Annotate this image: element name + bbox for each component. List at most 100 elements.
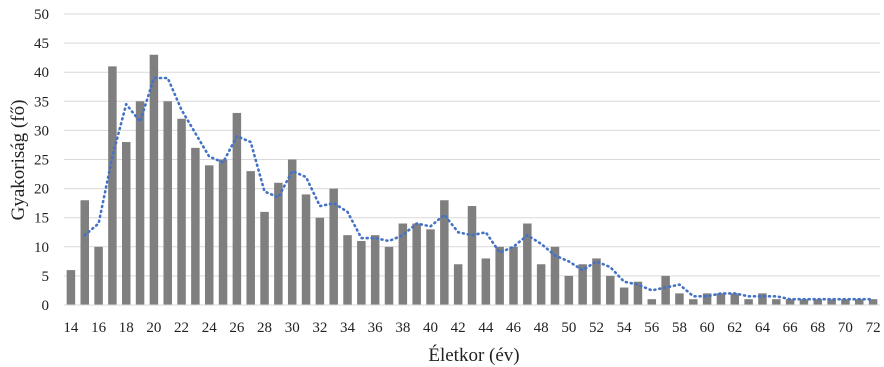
bar (702, 293, 712, 305)
y-tick-labels: 0 5 10 15 20 25 30 35 40 45 50 (34, 7, 49, 314)
x-tick-label: 60 (700, 320, 715, 336)
bar (412, 223, 421, 305)
x-tick-label: 70 (838, 320, 853, 336)
bar (606, 275, 615, 305)
bar (813, 299, 823, 305)
x-tick-label: 32 (312, 320, 327, 336)
y-axis-title: Gyakoriság (fő) (8, 100, 29, 221)
bar (855, 299, 864, 305)
y-tick-label: 20 (34, 182, 49, 198)
bar (80, 200, 89, 305)
x-tick-label: 20 (146, 320, 161, 336)
bar (357, 240, 366, 305)
bar (661, 275, 670, 305)
x-tick-label: 66 (783, 320, 799, 336)
x-tick-label: 44 (478, 320, 494, 336)
bar (536, 264, 546, 305)
x-tick-label: 62 (727, 320, 742, 336)
x-tick-label: 56 (644, 320, 660, 336)
x-tick-label: 38 (395, 320, 410, 336)
bar (274, 182, 283, 305)
bar (689, 299, 698, 305)
bar (94, 246, 103, 305)
bar (675, 293, 684, 305)
bar (619, 287, 629, 305)
y-tick-label: 5 (42, 269, 50, 285)
bar (744, 299, 753, 305)
bar (246, 171, 255, 305)
y-tick-label: 25 (34, 153, 49, 169)
x-tick-label: 34 (340, 320, 356, 336)
bar (868, 299, 878, 305)
x-tick-label: 16 (91, 320, 107, 336)
x-tick-label: 48 (534, 320, 549, 336)
x-tick-label: 58 (672, 320, 687, 336)
bar (177, 118, 186, 305)
bar (633, 281, 643, 305)
bar (785, 299, 795, 305)
bar (481, 258, 491, 305)
bar (440, 200, 449, 305)
bar (343, 235, 352, 305)
bar (592, 258, 601, 305)
x-tick-label: 42 (451, 320, 466, 336)
bar (827, 299, 836, 305)
x-tick-label: 46 (506, 320, 522, 336)
bar (716, 293, 726, 305)
bar (260, 211, 269, 305)
y-tick-label: 45 (34, 36, 49, 52)
bar (578, 264, 587, 305)
bar (301, 194, 311, 305)
trendline-layer (83, 76, 875, 301)
x-axis-title: Életkor (év) (428, 344, 519, 366)
bar (232, 112, 242, 305)
x-tick-label: 22 (174, 320, 189, 336)
bar (772, 299, 781, 305)
bar (799, 299, 809, 305)
bar (398, 223, 408, 305)
bar (495, 246, 504, 305)
trendline (83, 76, 875, 301)
x-tick-label: 50 (561, 320, 576, 336)
y-tick-label: 35 (34, 94, 49, 110)
bar (66, 270, 76, 305)
bar (370, 235, 380, 305)
bar (204, 165, 214, 305)
bars (66, 54, 878, 305)
y-tick-label: 40 (34, 65, 49, 81)
bar (218, 159, 228, 305)
x-tick-label: 18 (119, 320, 134, 336)
bar (384, 246, 394, 305)
x-tick-label: 40 (423, 320, 438, 336)
bar (453, 264, 463, 305)
x-tick-label: 14 (63, 320, 79, 336)
x-tick-label: 72 (866, 320, 881, 336)
x-tick-label: 68 (810, 320, 825, 336)
bar (841, 299, 850, 305)
x-tick-label: 30 (285, 320, 300, 336)
y-tick-label: 0 (42, 298, 50, 314)
bar (315, 217, 325, 305)
x-tick-label: 26 (229, 320, 245, 336)
x-tick-label: 52 (589, 320, 604, 336)
bar (730, 293, 740, 305)
x-tick-label: 64 (755, 320, 771, 336)
x-tick-label: 36 (368, 320, 384, 336)
y-tick-label: 50 (34, 7, 49, 23)
bar (108, 66, 117, 305)
x-tick-label: 24 (202, 320, 218, 336)
bar (564, 275, 574, 305)
bar (426, 229, 435, 305)
bar (191, 147, 200, 305)
y-tick-label: 15 (34, 211, 49, 227)
bar (467, 206, 477, 305)
y-tick-label: 10 (34, 240, 49, 256)
x-tick-labels: 14 16 18 20 22 24 26 28 30 32 34 36 38 40 42 44 46 48 50 52… (63, 320, 880, 336)
x-tick-label: 54 (617, 320, 633, 336)
bar (135, 101, 145, 305)
bar (523, 223, 532, 305)
x-tick-label: 28 (257, 320, 272, 336)
bar (121, 142, 131, 305)
bar (647, 299, 657, 305)
